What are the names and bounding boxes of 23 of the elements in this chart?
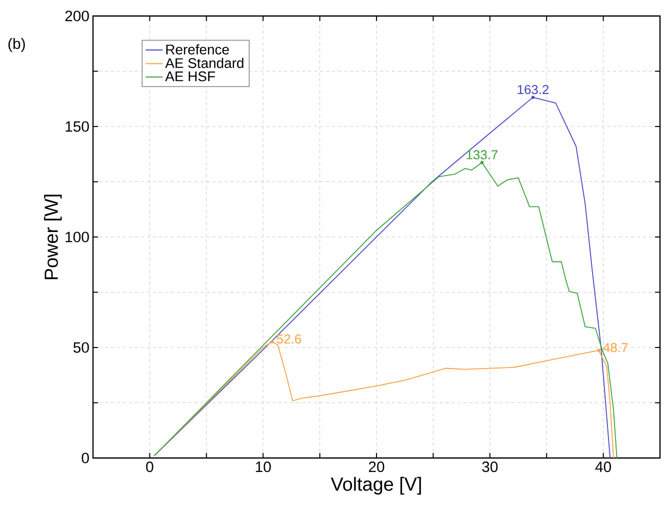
point [270, 340, 274, 344]
annotation: 52.6 [276, 334, 302, 344]
x-tick-label: 30 [482, 462, 498, 472]
point [597, 348, 600, 352]
y-tick-label: 50 [73, 342, 89, 353]
x-tick-label: 0 [146, 462, 154, 472]
y-tick-label: 0 [82, 452, 89, 464]
x-axis-title: Voltage [V] [330, 476, 421, 495]
annotation: 48.7 [603, 342, 628, 352]
annotation: 163.2 [518, 84, 549, 94]
text: (b) [8, 38, 25, 52]
x-tick-label: 10 [256, 462, 271, 472]
x-tick-label: 40 [595, 462, 612, 472]
legend-label: Rerefence [166, 44, 229, 54]
y-tick-label: 150 [66, 121, 89, 132]
y-tick-label: 100 [66, 232, 89, 242]
y-tick-label: 200 [65, 10, 89, 22]
y-axis-title: Power [W] [44, 194, 62, 280]
legend-label: AE HSF [165, 71, 215, 82]
annotation: 133.7 [466, 150, 498, 160]
legend-label: AE Standard [165, 58, 244, 68]
x-tick-label: 20 [368, 462, 384, 472]
point [480, 160, 484, 164]
